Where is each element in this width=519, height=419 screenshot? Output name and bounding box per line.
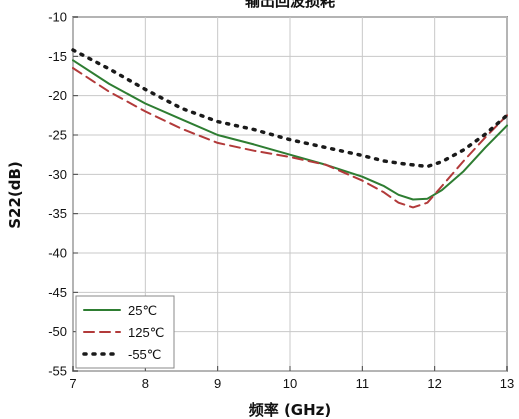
y-tick-label: -55 bbox=[48, 364, 67, 379]
y-tick-label: -25 bbox=[48, 128, 67, 143]
legend-label: -55℃ bbox=[128, 347, 161, 362]
y-tick-label: -35 bbox=[48, 206, 67, 221]
y-tick-label: -20 bbox=[48, 88, 67, 103]
legend: 25℃ 125℃ -55℃ bbox=[75, 295, 175, 369]
y-axis-title: S22(dB) bbox=[6, 161, 24, 229]
x-tick-label: 13 bbox=[500, 376, 514, 391]
series-layer bbox=[71, 48, 509, 209]
series-line-0 bbox=[72, 59, 508, 201]
legend-label: 125℃ bbox=[128, 325, 164, 340]
chart-title: 输出回波损耗 bbox=[245, 0, 335, 10]
x-tick-label: 12 bbox=[427, 376, 441, 391]
x-tick-label: 10 bbox=[283, 376, 297, 391]
y-tick-label: -15 bbox=[48, 49, 67, 64]
x-axis-title: 频率 (GHz) bbox=[249, 401, 332, 419]
series-line-1 bbox=[72, 67, 508, 209]
y-tick-label: -50 bbox=[48, 324, 67, 339]
x-tick-label: 9 bbox=[214, 376, 221, 391]
x-tick-label: 11 bbox=[356, 376, 370, 391]
grid-lines bbox=[72, 16, 508, 372]
series-line-2 bbox=[71, 48, 509, 169]
y-tick-label: -10 bbox=[48, 10, 67, 25]
y-tick-label: -40 bbox=[48, 246, 67, 261]
x-tick-label: 8 bbox=[142, 376, 149, 391]
legend-label: 25℃ bbox=[128, 303, 157, 318]
x-tick-label: 7 bbox=[69, 376, 76, 391]
y-tick-label: -30 bbox=[48, 167, 67, 182]
y-tick-label: -45 bbox=[48, 285, 67, 300]
axis-ticks: 7 8 9 10 11 12 13 -10 -15 -20 -25 -30 -35 -40 -45 -50 -5… bbox=[48, 10, 514, 392]
